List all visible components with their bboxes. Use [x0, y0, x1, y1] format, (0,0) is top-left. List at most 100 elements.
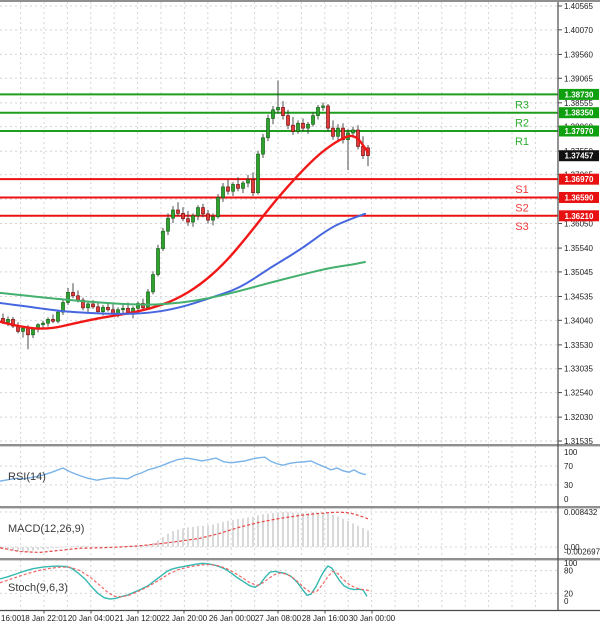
- candle-down: [331, 127, 335, 137]
- ma-mid-blue-line: [0, 212, 366, 315]
- price-tick-label: 1.39560: [564, 50, 593, 59]
- price-tick-label: 1.36050: [564, 220, 593, 229]
- current-price-badge: [559, 150, 599, 162]
- price-tick-label: 1.31535: [564, 437, 593, 446]
- candle-down: [176, 209, 180, 214]
- candle-up: [266, 118, 270, 139]
- candle-down: [251, 179, 255, 194]
- candle-up: [171, 209, 175, 219]
- candlestick-series: [1, 80, 370, 350]
- candle-down: [91, 303, 95, 308]
- panel-separator: [0, 444, 600, 447]
- ma-fast-red-line: [0, 134, 370, 330]
- support-badge: [559, 210, 599, 222]
- candle-up: [221, 186, 225, 198]
- candle-up: [151, 274, 155, 293]
- candle-up: [156, 248, 160, 275]
- support-badge-text: 1.36590: [565, 193, 594, 202]
- stoch-tick-label: 20: [564, 590, 573, 599]
- grid-lines: [0, 2, 558, 610]
- candle-up: [86, 303, 90, 309]
- candle-up: [66, 292, 70, 303]
- price-tick-label: 1.34040: [564, 316, 593, 325]
- support-badge: [559, 173, 599, 185]
- price-tick-label: 1.35045: [564, 268, 593, 277]
- support-badge-text: 1.36210: [565, 212, 594, 221]
- candle-up: [231, 184, 235, 192]
- resistance-label: R3: [515, 99, 529, 111]
- support-label: S1: [515, 184, 528, 196]
- resistance-label: R2: [515, 118, 529, 130]
- candle-down: [26, 327, 30, 336]
- macd-tick-label: 0.008432: [564, 508, 598, 517]
- candle-down: [106, 306, 110, 311]
- candle-up: [161, 230, 165, 249]
- candle-up: [256, 153, 260, 194]
- price-tick-label: 1.40565: [564, 2, 593, 11]
- price-tick-label: 1.33530: [564, 341, 593, 350]
- candle-down: [281, 107, 285, 116]
- stoch-d-line: [0, 563, 372, 598]
- candle-up: [271, 109, 275, 119]
- rsi-tick-label: 70: [564, 462, 573, 471]
- candle-down: [51, 319, 55, 322]
- price-badges: 1.38730 1.38350 1.37970 1.37457 1.36970 1.365…: [559, 88, 599, 222]
- candle-down: [71, 292, 75, 297]
- top-border: [0, 0, 600, 2]
- candle-up: [191, 215, 195, 223]
- support-badge-text: 1.36970: [565, 175, 594, 184]
- x-axis-label: 30 Jan 00:00: [349, 614, 396, 623]
- macd-tick-label: -0.002697: [564, 548, 600, 557]
- resistance-badge: [559, 107, 599, 119]
- candle-up: [246, 179, 250, 184]
- candle-down: [201, 207, 205, 215]
- x-axis-labels: 16:00 18 Jan 22:01 20 Jan 04:00 21 Jan 12:0…: [1, 610, 396, 623]
- candle-down: [181, 213, 185, 220]
- resistance-badge-text: 1.38350: [565, 109, 594, 118]
- stoch-tick-label: 80: [564, 567, 573, 576]
- x-axis-label: 28 Jan 16:00: [302, 614, 349, 623]
- x-axis-label: 18 Jan 22:01: [21, 614, 68, 623]
- rsi-tick-label: 100: [564, 448, 578, 457]
- price-tick-label: 1.38555: [564, 99, 593, 108]
- current-price-badge-text: 1.37457: [565, 152, 594, 161]
- candle-down: [141, 303, 145, 309]
- candle-up: [121, 307, 125, 311]
- resistance-badge: [559, 125, 599, 137]
- panel-separator: [0, 558, 600, 561]
- macd-label: MACD(12,26,9): [8, 523, 85, 535]
- candle-up: [261, 137, 265, 155]
- candle-up: [136, 303, 140, 309]
- candle-down: [81, 299, 85, 309]
- candle-up: [6, 319, 10, 323]
- macd-tick-label: 0.00: [564, 543, 580, 552]
- candle-up: [21, 327, 25, 332]
- resistance-badge-text: 1.38730: [565, 90, 594, 99]
- macd-panel: [0, 511, 558, 553]
- candle-up: [46, 319, 50, 324]
- candle-up: [316, 107, 320, 116]
- candle-down: [286, 115, 290, 126]
- candle-up: [31, 328, 35, 336]
- candle-down: [96, 306, 100, 313]
- resistance-badge: [559, 88, 599, 100]
- resistance-badge-text: 1.37970: [565, 127, 594, 136]
- price-tick-label: 1.40070: [564, 26, 593, 35]
- panel-separator: [0, 506, 600, 509]
- rsi-tick-label: 30: [564, 481, 573, 490]
- candle-up: [211, 216, 215, 221]
- candle-up: [41, 322, 45, 326]
- candle-up: [166, 217, 170, 232]
- candle-down: [11, 319, 15, 327]
- candle-up: [351, 129, 355, 134]
- candle-up: [306, 123, 310, 129]
- ma-slow-green-line: [0, 261, 366, 306]
- support-badge: [559, 191, 599, 203]
- rsi-tick-label: 0: [564, 495, 569, 504]
- panel-separators: [0, 0, 600, 612]
- stoch-tick-label: 0: [564, 597, 569, 606]
